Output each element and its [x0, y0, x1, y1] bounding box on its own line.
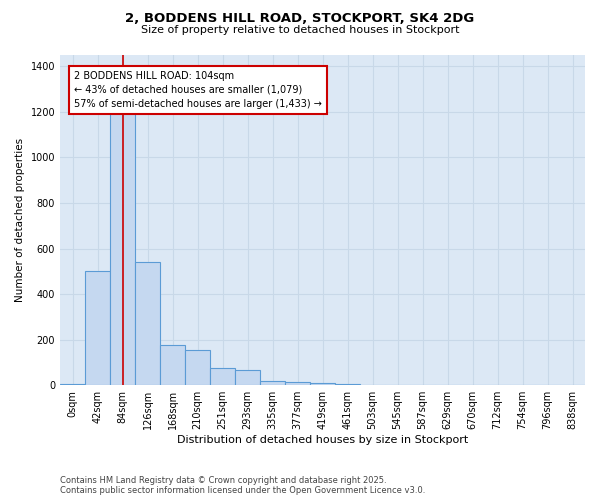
Bar	[210, 368, 235, 385]
Bar	[160, 346, 185, 385]
Text: 2, BODDENS HILL ROAD, STOCKPORT, SK4 2DG: 2, BODDENS HILL ROAD, STOCKPORT, SK4 2DG	[125, 12, 475, 26]
Bar	[185, 350, 210, 385]
Text: 2 BODDENS HILL ROAD: 104sqm
← 43% of detached houses are smaller (1,079)
57% of : 2 BODDENS HILL ROAD: 104sqm ← 43% of det…	[74, 71, 322, 109]
Bar	[85, 272, 110, 385]
Bar	[60, 384, 85, 385]
Text: Size of property relative to detached houses in Stockport: Size of property relative to detached ho…	[141, 25, 459, 35]
Bar	[310, 383, 335, 385]
Text: Contains HM Land Registry data © Crown copyright and database right 2025.
Contai: Contains HM Land Registry data © Crown c…	[60, 476, 425, 495]
Bar	[135, 262, 160, 385]
Bar	[335, 384, 360, 385]
Bar	[260, 380, 285, 385]
Bar	[285, 382, 310, 385]
Y-axis label: Number of detached properties: Number of detached properties	[15, 138, 25, 302]
X-axis label: Distribution of detached houses by size in Stockport: Distribution of detached houses by size …	[177, 435, 468, 445]
Bar	[110, 105, 135, 385]
Bar	[235, 370, 260, 385]
